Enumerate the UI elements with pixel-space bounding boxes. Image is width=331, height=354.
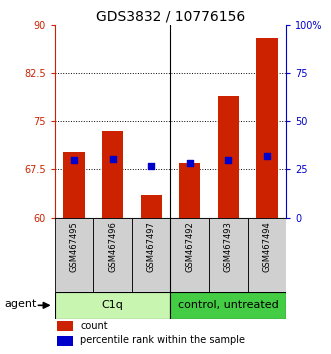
Point xyxy=(264,153,270,159)
Bar xyxy=(209,218,248,292)
Bar xyxy=(218,96,239,218)
Point xyxy=(110,156,115,162)
Bar xyxy=(55,292,170,319)
Bar xyxy=(170,292,286,319)
Bar xyxy=(63,152,84,218)
Text: count: count xyxy=(80,321,108,331)
Text: GSM467494: GSM467494 xyxy=(262,222,271,272)
Text: GSM467496: GSM467496 xyxy=(108,222,117,272)
Text: control, untreated: control, untreated xyxy=(178,300,279,310)
Bar xyxy=(141,195,162,218)
Bar xyxy=(179,163,200,218)
Point xyxy=(149,163,154,169)
Text: C1q: C1q xyxy=(102,300,123,310)
Text: GSM467497: GSM467497 xyxy=(147,222,156,272)
Bar xyxy=(170,218,209,292)
Text: GSM467495: GSM467495 xyxy=(70,222,78,272)
Text: percentile rank within the sample: percentile rank within the sample xyxy=(80,335,245,346)
Bar xyxy=(248,218,286,292)
Bar xyxy=(132,218,170,292)
Bar xyxy=(93,218,132,292)
Text: GSM467492: GSM467492 xyxy=(185,222,194,272)
Title: GDS3832 / 10776156: GDS3832 / 10776156 xyxy=(96,10,245,24)
Bar xyxy=(102,131,123,218)
Bar xyxy=(57,336,73,346)
Bar xyxy=(57,321,73,331)
Point xyxy=(71,157,76,163)
Point xyxy=(187,160,192,166)
Bar xyxy=(257,38,278,218)
Text: agent: agent xyxy=(4,299,37,309)
Point xyxy=(226,157,231,163)
Bar xyxy=(55,218,93,292)
Text: GSM467493: GSM467493 xyxy=(224,222,233,272)
